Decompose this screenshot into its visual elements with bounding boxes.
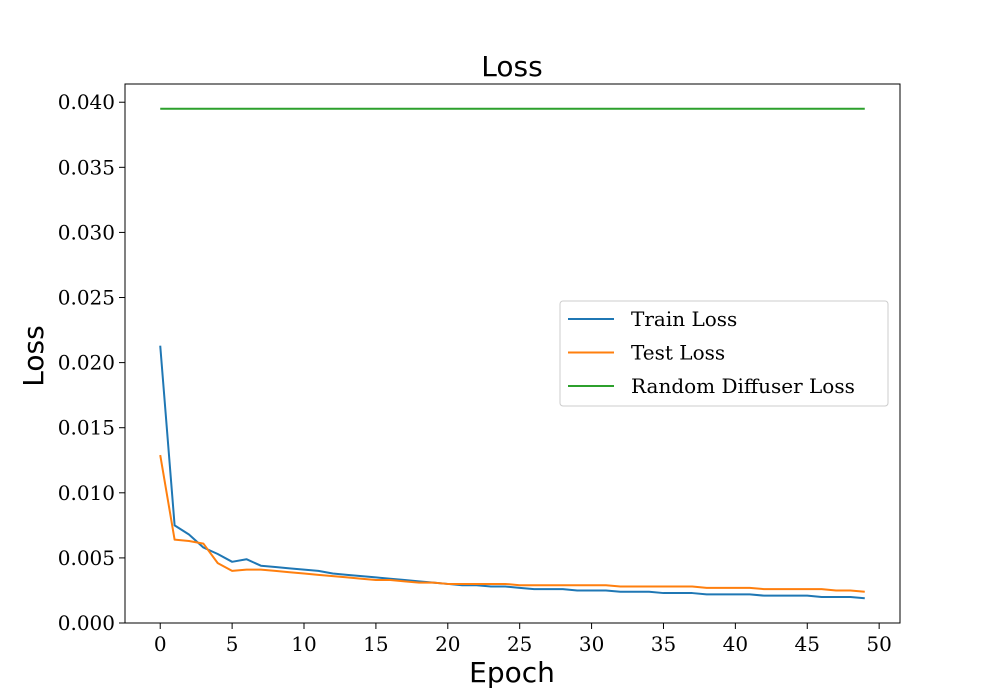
y-tick-label: 0.010 [58,481,115,505]
legend-label-random-diffuser-loss: Random Diffuser Loss [631,374,855,398]
x-tick-label: 5 [226,632,239,656]
legend-label-train-loss: Train Loss [631,307,737,331]
y-tick-label: 0.000 [58,611,115,635]
y-tick-label: 0.015 [58,416,115,440]
y-tick-label: 0.020 [58,351,115,375]
legend-label-test-loss: Test Loss [631,341,725,365]
y-tick-label: 0.040 [58,90,115,114]
x-tick-label: 35 [651,632,676,656]
y-tick-label: 0.025 [58,286,115,310]
y-tick-label: 0.005 [58,546,115,570]
series-layer [159,107,865,600]
y-tick-label: 0.030 [58,220,115,244]
x-tick-label: 30 [579,632,604,656]
x-tick-label: 50 [866,632,891,656]
plot-frame [124,83,901,624]
legend-box [559,300,889,407]
plot-area [124,83,901,624]
x-axis: 0 5 10 15 20 25 30 35 40 45 50 [154,623,892,656]
train-loss-line [159,345,865,600]
y-axis: 0.000 0.005 0.010 0.015 0.020 0.025 0.030 0.035… [58,90,125,635]
x-tick-label: 10 [291,632,316,656]
x-tick-label: 20 [435,632,460,656]
x-tick-label: 15 [363,632,388,656]
y-axis-label: Loss [17,325,50,386]
chart-title: Loss [481,50,542,83]
x-tick-label: 25 [507,632,532,656]
legend: Train Loss Test Loss Random Diffuser Loss [559,300,889,407]
y-tick-label: 0.035 [58,155,115,179]
x-tick-label: 40 [723,632,748,656]
x-axis-label: Epoch [469,656,555,689]
test-loss-line [159,454,865,593]
x-tick-label: 45 [795,632,820,656]
x-tick-label: 0 [154,632,167,656]
